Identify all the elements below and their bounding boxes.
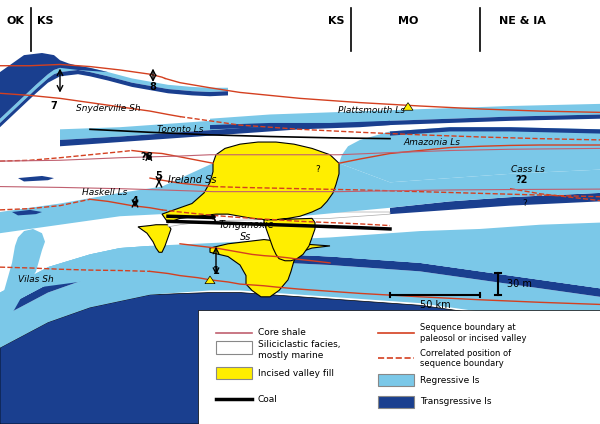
Text: 50 km: 50 km [419,300,451,310]
Polygon shape [210,114,600,129]
Text: ?: ? [523,199,527,208]
Text: Haskell Ls: Haskell Ls [82,188,128,198]
Text: 7: 7 [50,101,58,111]
Polygon shape [0,70,228,127]
Polygon shape [300,163,600,216]
Polygon shape [0,252,600,318]
Polygon shape [60,110,390,140]
Text: 3: 3 [209,215,217,226]
Text: Toronto Ls: Toronto Ls [157,125,203,134]
Polygon shape [0,229,45,331]
Polygon shape [60,121,390,146]
Polygon shape [18,176,54,181]
Polygon shape [390,193,600,214]
Polygon shape [162,142,339,261]
Text: 30 m: 30 m [507,279,532,289]
Polygon shape [0,163,213,233]
Bar [216,367,252,379]
Text: KS: KS [328,16,344,26]
Text: Vilas Sh: Vilas Sh [18,275,54,285]
Text: Snyderville Sh: Snyderville Sh [76,103,140,113]
Text: Regressive ls: Regressive ls [420,376,479,385]
Text: Plattsmouth Ls: Plattsmouth Ls [338,106,406,115]
Polygon shape [390,127,600,136]
Polygon shape [210,240,330,297]
Polygon shape [0,223,600,297]
Text: ?2: ?2 [516,175,528,185]
Text: Transgressive ls: Transgressive ls [420,397,491,407]
Bar [198,310,600,424]
Text: 5: 5 [155,171,163,181]
Text: Core shale: Core shale [258,328,306,338]
Text: MO: MO [398,16,418,26]
Bar [378,374,414,386]
Polygon shape [0,233,600,310]
Polygon shape [0,66,228,123]
Text: 1: 1 [212,266,220,276]
Text: Amazonia Ls: Amazonia Ls [404,137,461,147]
Text: 4: 4 [131,196,139,206]
Polygon shape [0,293,600,424]
Polygon shape [138,225,171,252]
Polygon shape [12,210,42,215]
Text: OK: OK [6,16,24,26]
Polygon shape [0,225,600,310]
Polygon shape [339,127,600,182]
Text: Coal: Coal [258,395,278,404]
Text: Siliciclastic facies,
mostly marine: Siliciclastic facies, mostly marine [258,340,341,360]
Polygon shape [210,104,600,125]
Text: Sequence boundary at
paleosol or incised valley: Sequence boundary at paleosol or incised… [420,323,527,343]
Text: Ireland Ss: Ireland Ss [168,175,216,185]
Text: Correlated position of
sequence boundary: Correlated position of sequence boundary [420,349,511,368]
Text: NE & IA: NE & IA [499,16,545,26]
Text: ?: ? [316,165,320,174]
Bar [216,341,252,354]
Text: 8: 8 [149,82,157,92]
Polygon shape [205,276,215,284]
Bar [378,396,414,408]
Text: Incised valley fill: Incised valley fill [258,369,334,379]
Polygon shape [168,212,390,227]
Polygon shape [0,53,108,119]
Text: Cass Ls: Cass Ls [511,165,545,174]
Text: Tonganoxie
Ss: Tonganoxie Ss [218,220,274,242]
Text: KS: KS [37,16,53,26]
Text: ?6: ?6 [141,152,153,162]
Polygon shape [0,261,600,348]
Polygon shape [403,103,413,110]
